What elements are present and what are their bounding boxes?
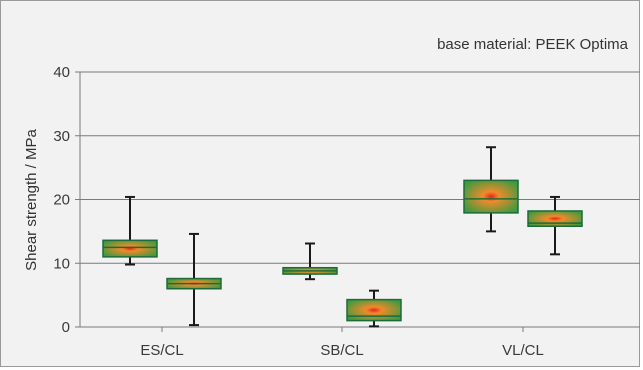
box-iqr	[527, 210, 583, 228]
box-ES/CL-1	[102, 195, 158, 266]
box-iqr	[102, 239, 158, 258]
box-SB/CL-2	[346, 289, 402, 328]
y-tick-label-40: 40	[53, 64, 70, 81]
y-tick-label-10: 10	[53, 255, 70, 272]
y-axis-label: Shear strength / MPa	[23, 128, 40, 270]
box-iqr	[346, 298, 402, 322]
box-SB/CL-1	[282, 242, 338, 281]
boxes	[102, 146, 583, 328]
box-ES/CL-2	[166, 232, 222, 327]
x-tick-label-ES/CL: ES/CL	[140, 342, 183, 359]
y-tick-labels: 0 10 20 30 40	[53, 64, 80, 336]
x-tick-label-VL/CL: VL/CL	[502, 342, 544, 359]
box-iqr	[463, 179, 519, 214]
annotation-text: base material: PEEK Optima	[437, 36, 629, 53]
box-VL/CL-1	[463, 146, 519, 233]
y-tick-label-0: 0	[62, 319, 70, 336]
x-tick-labels: ES/CL SB/CL VL/CL	[140, 327, 544, 359]
box-VL/CL-2	[527, 195, 583, 256]
y-tick-label-30: 30	[53, 128, 70, 145]
x-tick-label-SB/CL: SB/CL	[320, 342, 363, 359]
y-tick-label-20: 20	[53, 192, 70, 209]
